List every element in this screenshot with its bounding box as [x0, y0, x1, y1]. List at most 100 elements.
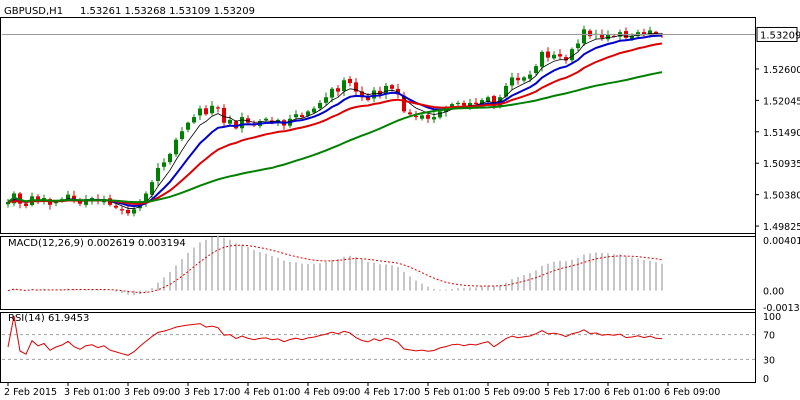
time-tick-label: 6 Feb 01:00 — [604, 387, 660, 398]
time-tick-label: 5 Feb 01:00 — [424, 387, 480, 398]
candle-body — [126, 209, 130, 214]
candle-body — [612, 35, 616, 37]
candle-body — [180, 131, 184, 140]
pane-frame — [0, 312, 756, 383]
ohlc-values: 1.53261 1.53268 1.53109 1.53209 — [80, 6, 255, 17]
candle-body — [546, 51, 550, 58]
candle-body — [456, 102, 460, 105]
time-axis: 2 Feb 2015 3 Feb 01:00 3 Feb 09:00 3 Feb 17… — [2, 18, 756, 398]
candle-body — [420, 115, 424, 119]
candle-body — [114, 205, 118, 208]
current-price-label: 1.53209 — [760, 30, 800, 41]
candle-body — [516, 77, 520, 81]
candle-body — [432, 117, 436, 120]
time-tick-label: 6 Feb 09:00 — [664, 387, 720, 398]
candle-body — [54, 201, 58, 204]
candle-body — [552, 54, 556, 59]
candle-body — [642, 32, 646, 35]
time-tick-label: 5 Feb 17:00 — [544, 387, 600, 398]
candle-body — [330, 88, 334, 98]
candle-body — [318, 102, 322, 109]
price-tick-label: 1.52045 — [763, 96, 800, 107]
candle-body — [186, 122, 190, 130]
candle-body — [222, 107, 226, 123]
candle-body — [264, 118, 268, 121]
price-tick-label: 1.50380 — [763, 191, 800, 202]
candle-body — [570, 49, 574, 61]
candle-body — [540, 51, 544, 67]
candle-body — [294, 114, 298, 118]
candle-body — [36, 196, 40, 201]
rsi-axis-label: 100 — [763, 312, 781, 323]
candle-body — [84, 199, 88, 205]
ma-line-4 — [7, 71, 663, 204]
candle-body — [630, 36, 634, 40]
candle-body — [378, 90, 382, 95]
candle-body — [168, 153, 172, 163]
candle-body — [408, 112, 412, 115]
rsi-pane[interactable]: 100 70 30 0 — [0, 312, 782, 385]
candle-body — [120, 209, 124, 211]
candle-body — [204, 108, 208, 115]
candle-body — [324, 97, 328, 103]
candle-body — [144, 193, 148, 203]
price-tick-label: 1.51490 — [763, 128, 800, 139]
time-tick-label: 4 Feb 01:00 — [244, 387, 300, 398]
price-tick-label: 1.49825 — [763, 222, 800, 233]
macd-axis-label: 0.00 — [763, 287, 784, 298]
candle-body — [348, 78, 352, 84]
candle-body — [522, 77, 526, 81]
candle-body — [216, 107, 220, 109]
candle-body — [528, 74, 532, 79]
rsi-axis-label: 0 — [763, 374, 769, 385]
candle-body — [18, 193, 22, 204]
rsi-line — [7, 315, 663, 356]
candle-body — [228, 119, 232, 124]
candle-body — [480, 100, 484, 105]
candle-body — [576, 43, 580, 49]
candle-body — [492, 96, 496, 106]
candle-body — [78, 201, 82, 204]
candle-body — [90, 198, 94, 200]
candle-body — [156, 168, 160, 181]
macd-axis-label: -0.001305 — [763, 303, 800, 314]
macd-axis-label: 0.004013 — [763, 236, 800, 247]
candle-body — [6, 201, 10, 205]
symbol-title: GBPUSD,H1 — [4, 6, 63, 17]
candle-body — [312, 108, 316, 113]
candle-body — [354, 82, 358, 92]
candle-body — [462, 102, 466, 106]
time-tick-label: 2 Feb 2015 — [4, 387, 57, 398]
time-tick-label: 3 Feb 17:00 — [184, 387, 240, 398]
candle-body — [240, 117, 244, 129]
candle-body — [564, 57, 568, 61]
candle-body — [366, 96, 370, 101]
price-tick-label: 1.50935 — [763, 159, 800, 170]
candle-body — [438, 111, 442, 118]
candle-body — [486, 97, 490, 102]
candle-body — [300, 115, 304, 118]
candle-body — [174, 139, 178, 155]
candle-body — [132, 209, 136, 214]
candle-body — [360, 91, 364, 98]
main-price-pane[interactable]: 1.52600 1.52045 1.51490 1.50935 1.50380 1.498… — [0, 17, 800, 234]
candle-body — [510, 77, 514, 86]
candle-body — [162, 162, 166, 167]
candle-body — [588, 30, 592, 37]
time-tick-label: 4 Feb 09:00 — [304, 387, 360, 398]
candle-body — [150, 182, 154, 195]
candle-body — [24, 203, 28, 206]
rsi-axis-label: 30 — [763, 355, 775, 366]
candle-body — [654, 31, 658, 34]
macd-title: MACD(12,26,9) 0.002619 0.003194 — [8, 238, 186, 249]
time-tick-label: 5 Feb 09:00 — [484, 387, 540, 398]
candle-body — [72, 195, 76, 201]
time-tick-label: 3 Feb 09:00 — [124, 387, 180, 398]
price-tick-label: 1.52600 — [763, 65, 800, 76]
candle-body — [582, 29, 586, 44]
candle-body — [474, 102, 478, 105]
candle-body — [198, 108, 202, 116]
candle-body — [234, 121, 238, 129]
candle-body — [558, 54, 562, 57]
